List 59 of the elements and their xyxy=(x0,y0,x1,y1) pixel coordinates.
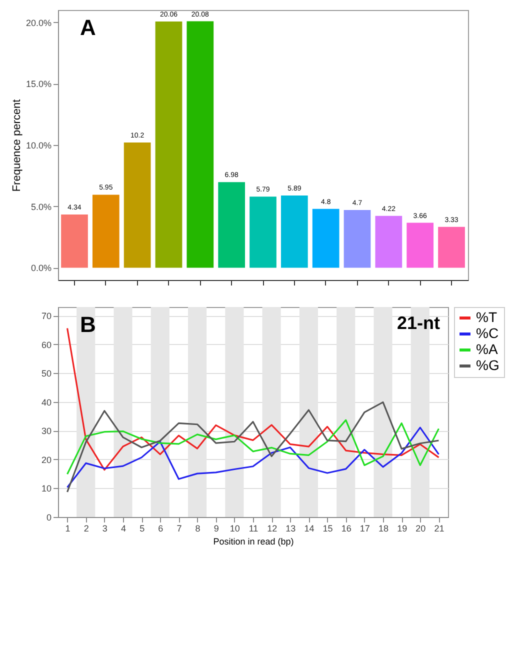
bar xyxy=(312,208,340,268)
y-axis-title: Frequence percent xyxy=(10,99,23,192)
x-tick-label: 12 xyxy=(267,524,278,534)
legend-label: %A xyxy=(476,341,498,357)
line-series xyxy=(66,426,440,488)
y-tick-label: 0.0% xyxy=(30,263,52,274)
bar xyxy=(61,214,88,268)
y-tick-label: 10.0% xyxy=(26,140,52,150)
x-tick-label: 4 xyxy=(120,524,126,534)
legend-label: %G xyxy=(476,357,500,373)
bar xyxy=(250,196,276,268)
y-tick-label: 60 xyxy=(41,340,52,350)
x-tick-label: 19 xyxy=(397,524,408,534)
y-tick-label: 30 xyxy=(41,426,52,436)
x-tick-label: 9 xyxy=(214,524,219,534)
x-tick-label: 5 xyxy=(140,524,145,534)
x-tick-label: 11 xyxy=(248,524,258,534)
bar xyxy=(124,142,151,268)
bar xyxy=(186,21,214,268)
line-series xyxy=(66,419,440,475)
legend-label: %T xyxy=(476,309,498,325)
annotation: 21-nt xyxy=(396,313,440,333)
y-tick-label: 10 xyxy=(41,484,52,494)
y-tick-label: 5.0% xyxy=(30,202,52,212)
x-tick-label: 17 xyxy=(360,524,370,534)
x-tick-label: 3 xyxy=(102,524,108,534)
annotation: B xyxy=(80,312,96,337)
x-tick-label: 10 xyxy=(230,524,240,534)
x-tick-label: 13 xyxy=(286,524,296,534)
x-axis-title: Position in read (bp) xyxy=(213,536,294,546)
y-tick-label: 50 xyxy=(41,368,52,379)
y-tick-label: 0 xyxy=(46,512,52,522)
line-series xyxy=(66,401,440,493)
y-tick-label: 15.0% xyxy=(26,79,52,90)
x-tick-label: 8 xyxy=(195,524,200,534)
x-tick-label: 18 xyxy=(378,524,389,534)
bar xyxy=(344,210,371,268)
x-tick-label: 2 xyxy=(84,524,89,534)
bar xyxy=(218,182,246,268)
x-tick-label: 14 xyxy=(304,524,314,534)
y-tick-label: 70 xyxy=(41,311,52,322)
x-tick-label: 6 xyxy=(158,524,164,534)
x-tick-label: 1 xyxy=(65,524,70,534)
y-tick-label: 40 xyxy=(41,397,52,408)
y-tick-label: 20 xyxy=(41,454,52,465)
bar xyxy=(92,194,120,268)
legend-label: %C xyxy=(476,325,499,341)
bar xyxy=(406,222,434,268)
bar xyxy=(280,195,308,268)
bar xyxy=(375,216,402,268)
x-tick-label: 16 xyxy=(341,524,352,534)
x-tick-label: 21 xyxy=(434,524,444,534)
bar xyxy=(155,22,182,268)
x-tick-label: 20 xyxy=(416,524,426,534)
annotation: A xyxy=(80,15,96,40)
y-tick-label: 20.0% xyxy=(26,18,52,28)
x-tick-label: 7 xyxy=(176,524,182,534)
x-tick-label: 15 xyxy=(322,524,333,534)
bar xyxy=(438,226,465,268)
